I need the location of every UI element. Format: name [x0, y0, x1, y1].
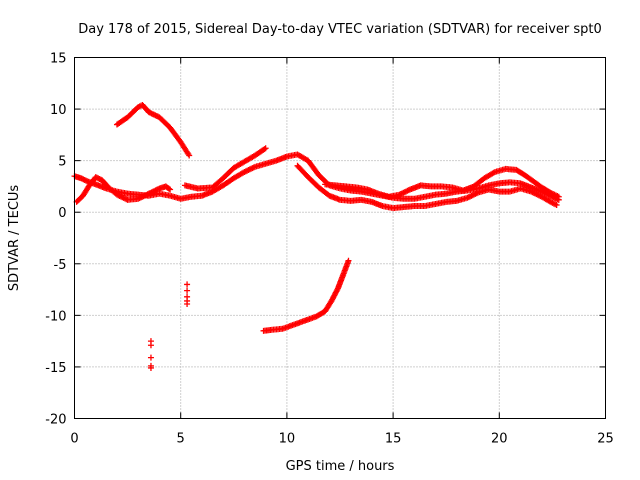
data-point — [553, 201, 560, 208]
series-track-e — [294, 162, 560, 212]
data-point — [147, 354, 154, 361]
data-point — [555, 193, 562, 200]
y-tick-label: -10 — [45, 309, 66, 324]
x-tick-label: 15 — [385, 432, 402, 447]
series-track-c — [113, 101, 193, 159]
data-point — [185, 151, 192, 158]
plot-points — [71, 101, 562, 371]
data-point — [166, 185, 173, 192]
y-tick-label: 15 — [50, 52, 67, 67]
data-point — [167, 186, 174, 193]
series-track-f — [322, 165, 562, 200]
data-point — [262, 145, 269, 152]
data-point — [147, 364, 154, 371]
data-point — [490, 169, 497, 176]
x-tick-label: 10 — [279, 432, 296, 447]
y-tick-label: -15 — [45, 361, 66, 376]
y-tick-label: -20 — [45, 413, 66, 428]
y-tick-label: 0 — [58, 206, 66, 221]
series-isolated-2 — [184, 281, 191, 308]
series-track-g — [260, 257, 352, 334]
y-axis-label: SDTVAR / TECUs — [7, 185, 22, 292]
data-point — [184, 301, 191, 308]
y-tick-label: 5 — [58, 155, 66, 170]
data-point — [184, 287, 191, 294]
data-point — [147, 342, 154, 349]
data-point — [184, 281, 191, 288]
axis-ticks — [74, 57, 606, 419]
y-tick-labels: -20 -15 -10 -5 0 5 10 15 — [45, 52, 66, 428]
x-tick-label: 25 — [597, 432, 614, 447]
data-point — [345, 257, 352, 264]
series-isolated-1 — [147, 338, 154, 371]
chart-title: Day 178 of 2015, Sidereal Day-to-day VTE… — [78, 22, 602, 37]
x-tick-label: 20 — [491, 432, 508, 447]
y-tick-label: 10 — [50, 103, 67, 118]
series-track-b — [73, 174, 174, 205]
x-tick-labels: 0 5 10 15 20 25 — [70, 432, 613, 447]
series-track-d — [181, 145, 269, 192]
grid — [74, 57, 606, 419]
x-axis-label: GPS time / hours — [286, 459, 395, 474]
x-tick-label: 0 — [70, 432, 78, 447]
plot-frame — [74, 57, 606, 419]
data-point — [261, 146, 268, 153]
data-point — [186, 152, 193, 159]
y-tick-label: -5 — [54, 258, 67, 273]
x-tick-label: 5 — [177, 432, 185, 447]
